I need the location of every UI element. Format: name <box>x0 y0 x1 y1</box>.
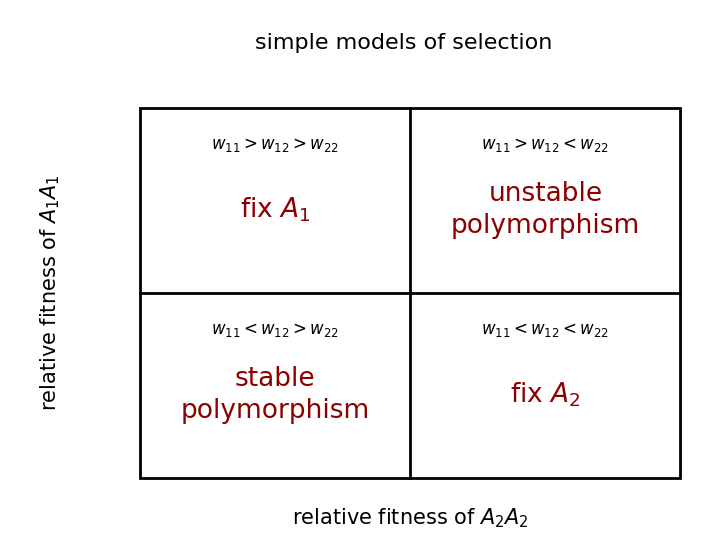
Text: stable
polymorphism: stable polymorphism <box>181 366 370 424</box>
Text: $w_{11} > w_{12} > w_{22}$: $w_{11} > w_{12} > w_{22}$ <box>212 136 339 154</box>
Text: relative fitness of $A_1A_1$: relative fitness of $A_1A_1$ <box>39 174 62 411</box>
Text: fix $A_1$: fix $A_1$ <box>240 195 311 224</box>
Text: $w_{11} < w_{12} < w_{22}$: $w_{11} < w_{12} < w_{22}$ <box>482 321 609 339</box>
Text: $w_{11} < w_{12} > w_{22}$: $w_{11} < w_{12} > w_{22}$ <box>212 321 339 339</box>
Text: fix $A_2$: fix $A_2$ <box>510 380 581 409</box>
Text: relative fitness of $A_2A_2$: relative fitness of $A_2A_2$ <box>292 507 528 530</box>
Bar <box>140 108 680 478</box>
Text: $w_{11} > w_{12} < w_{22}$: $w_{11} > w_{12} < w_{22}$ <box>482 136 609 154</box>
Text: simple models of selection: simple models of selection <box>254 33 552 53</box>
Text: unstable
polymorphism: unstable polymorphism <box>451 181 640 239</box>
